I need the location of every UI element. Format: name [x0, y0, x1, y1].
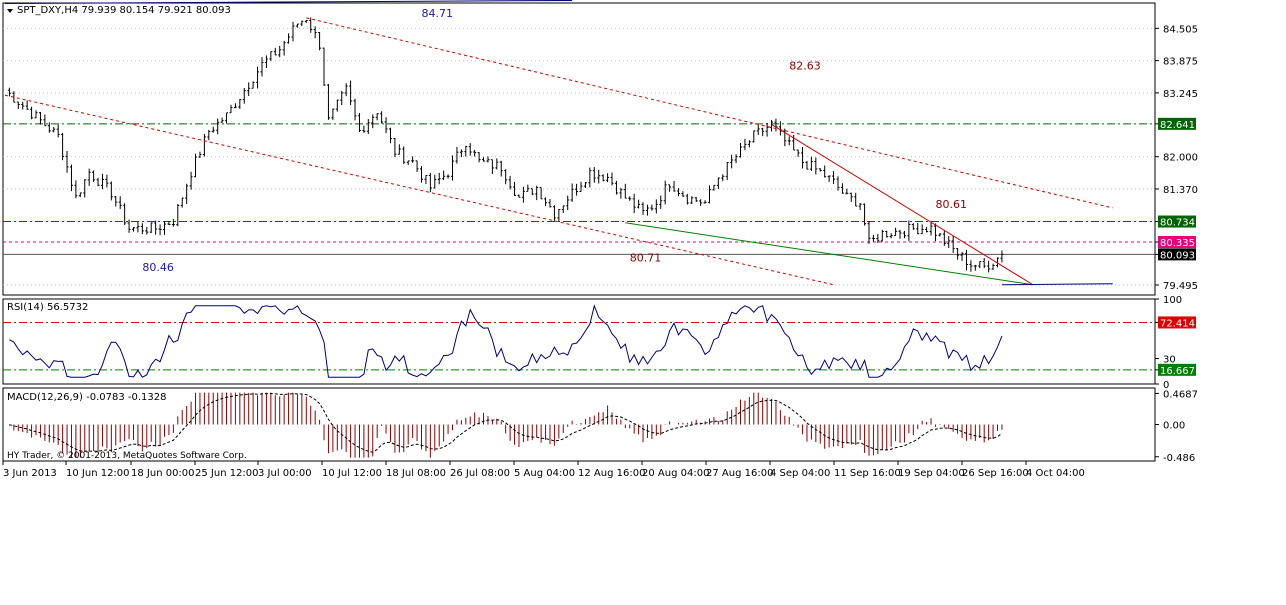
x-tick-label: 12 Aug 16:00	[578, 468, 645, 479]
rsi-level-value: 72.414	[1160, 318, 1195, 329]
x-tick-label: 26 Jul 08:00	[450, 468, 510, 479]
rsi-level-tag	[1158, 316, 1196, 329]
x-tick-label: 10 Jun 12:00	[66, 468, 130, 479]
y-tick-label: 30	[1163, 355, 1176, 366]
y-tick-label: 82.000	[1163, 153, 1198, 164]
y-tick-label: 79.495	[1163, 281, 1198, 292]
x-axis: 3 Jun 2013 10 Jun 12:00 18 Jun 00:00 25 Jun…	[2, 461, 1085, 479]
x-tick-label: 18 Jun 00:00	[131, 468, 195, 479]
annotation-label: 80.71	[630, 252, 662, 265]
macd-panel	[2, 387, 1156, 462]
trendline	[4, 0, 573, 5]
trendline	[4, 94, 834, 286]
x-tick-label: 25 Jun 12:00	[195, 468, 259, 479]
x-tick-label: 11 Sep 16:00	[834, 468, 901, 479]
y-tick-label: -0.486	[1163, 453, 1195, 464]
macd-pane: MACD(12,26,9) -0.0783 -0.1328 0.4687 0.00 -…	[7, 389, 1198, 463]
x-tick-label: 4 Sep 04:00	[770, 468, 830, 479]
trendline	[771, 123, 1034, 286]
x-tick-label: 3 Jun 2013	[3, 468, 57, 479]
trendline	[306, 17, 1113, 209]
x-tick-label: 26 Sep 16:00	[962, 468, 1029, 479]
x-tick-label: 3 Jul 00:00	[258, 468, 312, 479]
price-bars	[7, 17, 1004, 273]
price-level-value: 80.734	[1160, 218, 1195, 229]
x-tick-label: 5 Aug 04:00	[514, 468, 575, 479]
rsi-line	[9, 304, 1003, 378]
x-tick-label: 20 Aug 04:00	[642, 468, 709, 479]
x-tick-label: 19 Sep 04:00	[898, 468, 965, 479]
symbol-line: SPT_DXY,H4 79.939 80.154 79.921 80.093	[17, 5, 231, 16]
annotations: 84.71 82.63 80.61 80.71 80.46	[142, 7, 967, 274]
price-level-value: 80.335	[1160, 238, 1195, 249]
y-tick-label: 83.245	[1163, 89, 1198, 100]
annotation-label: 82.63	[789, 60, 821, 73]
x-tick-label: 18 Jul 08:00	[386, 468, 446, 479]
header: SPT_DXY,H4 79.939 80.154 79.921 80.093	[7, 5, 231, 16]
trendline	[1001, 283, 1113, 286]
x-tick-label: 10 Jul 12:00	[322, 468, 382, 479]
y-tick-label: 83.875	[1163, 57, 1198, 68]
price-level-value: 82.641	[1160, 120, 1195, 131]
price-panel	[2, 2, 1156, 296]
rsi-level-tag	[1158, 363, 1196, 376]
trendlines	[4, 0, 1113, 286]
price-grid	[3, 27, 1155, 286]
macd-label: MACD(12,26,9) -0.0783 -0.1328	[7, 392, 167, 403]
x-tick-label: 27 Aug 16:00	[706, 468, 773, 479]
rsi-label: RSI(14) 56.5732	[7, 302, 88, 313]
y-tick-label: 81.370	[1163, 185, 1198, 196]
annotation-label: 84.71	[421, 7, 453, 20]
y-tick-label: 0.4687	[1163, 389, 1198, 400]
price-level-tag	[1158, 117, 1196, 130]
y-tick-label: 0.00	[1163, 421, 1185, 432]
trendline	[625, 222, 1034, 286]
annotation-label: 80.46	[142, 261, 174, 274]
annotation-label: 80.61	[935, 198, 967, 211]
price-level-value: 80.093	[1160, 250, 1195, 261]
price-level-tag	[1158, 248, 1196, 261]
dropdown-arrow-icon	[7, 9, 13, 13]
copyright-text: HY Trader, © 2001-2013, MetaQuotes Softw…	[7, 451, 247, 461]
price-level-tag	[1158, 235, 1196, 248]
rsi-level-value: 16.667	[1160, 366, 1195, 377]
macd-signal-line	[9, 392, 1003, 453]
y-tick-label: 100	[1163, 295, 1182, 306]
y-tick-label: 84.505	[1163, 24, 1198, 35]
x-tick-label: 4 Oct 04:00	[1026, 468, 1085, 479]
price-level-tag	[1158, 215, 1196, 228]
y-tick-label: 0	[1163, 380, 1169, 391]
